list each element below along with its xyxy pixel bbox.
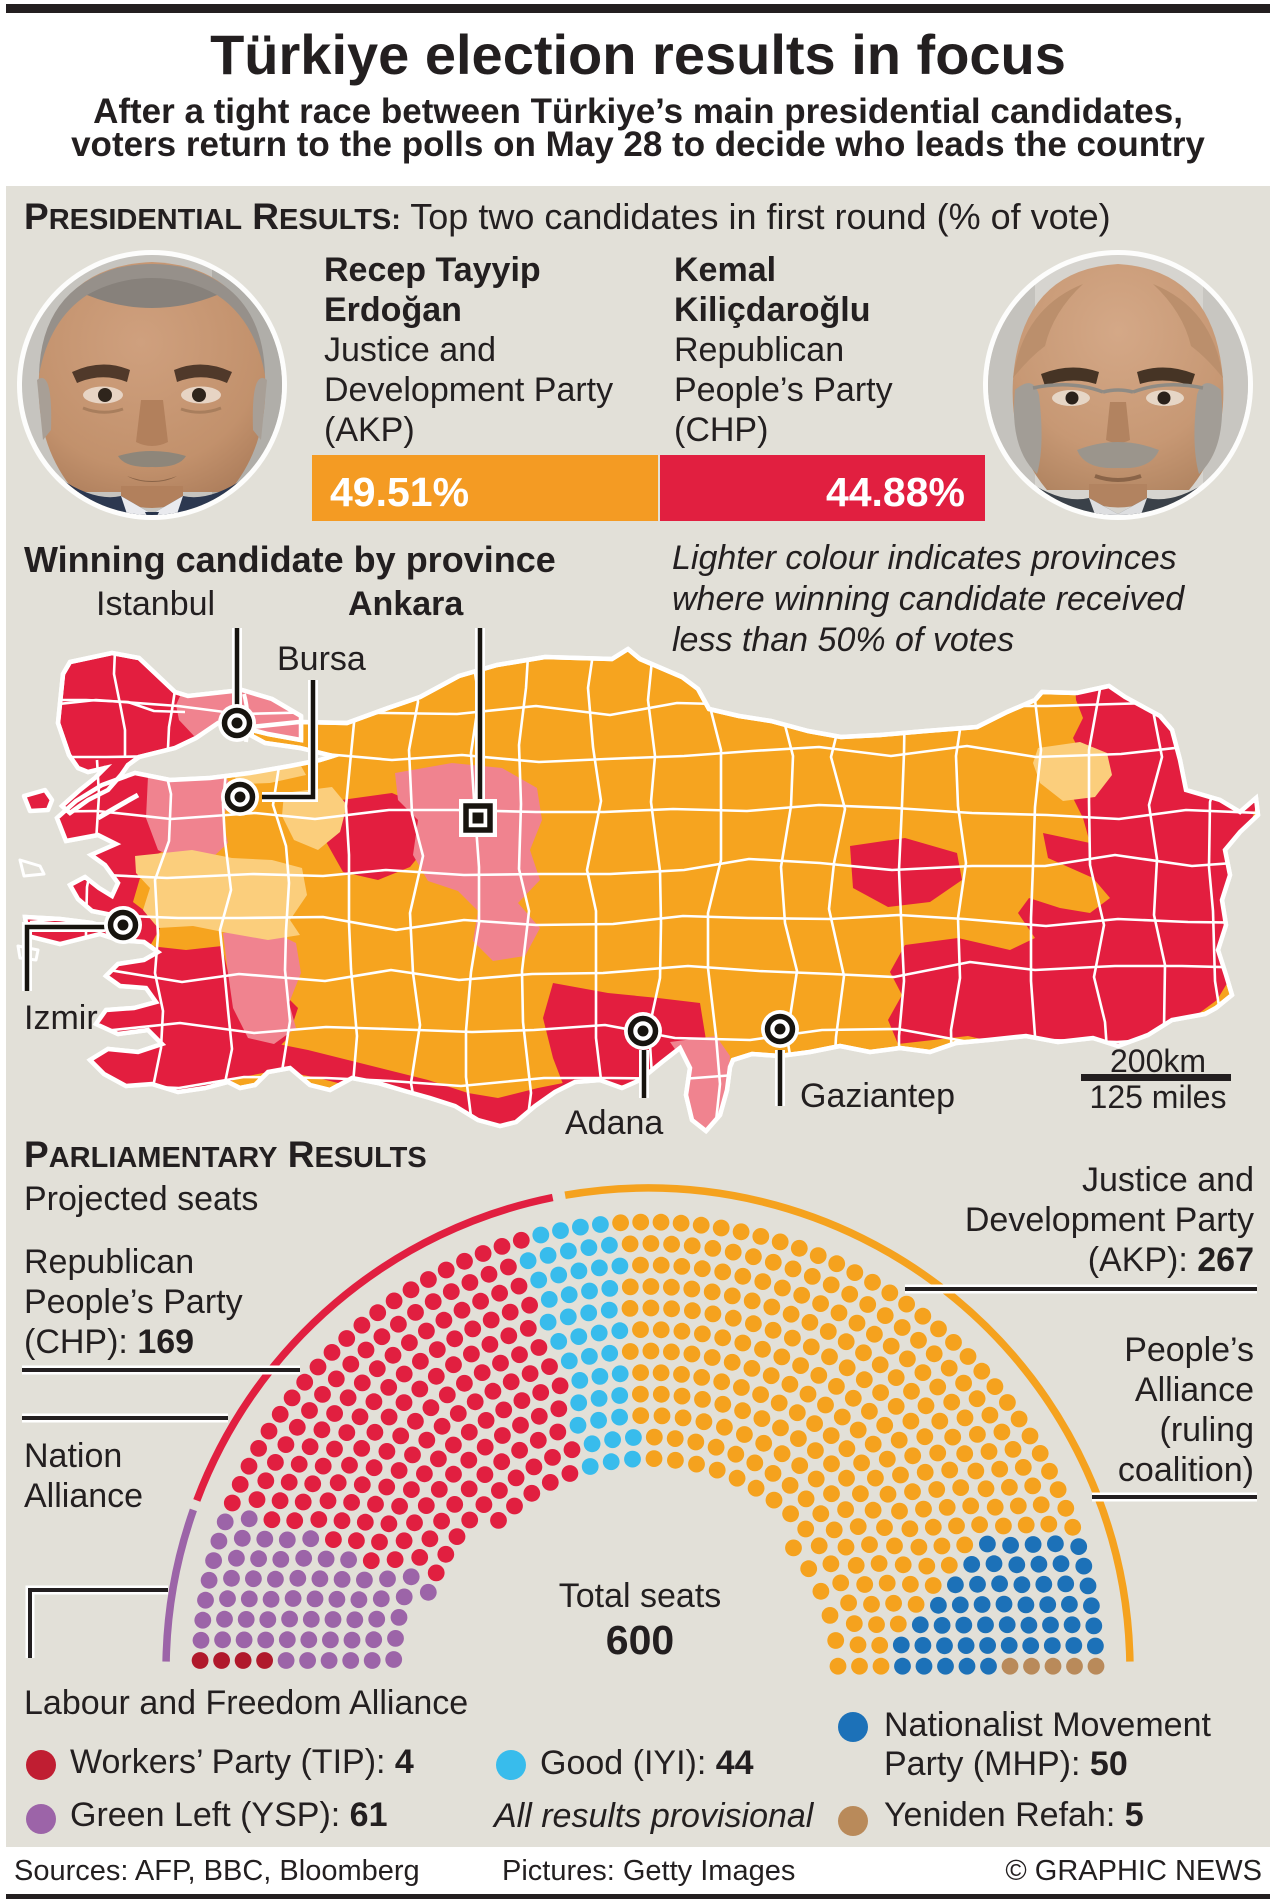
svg-text:Total seats: Total seats <box>559 1577 722 1615</box>
svg-text:600: 600 <box>606 1617 674 1663</box>
